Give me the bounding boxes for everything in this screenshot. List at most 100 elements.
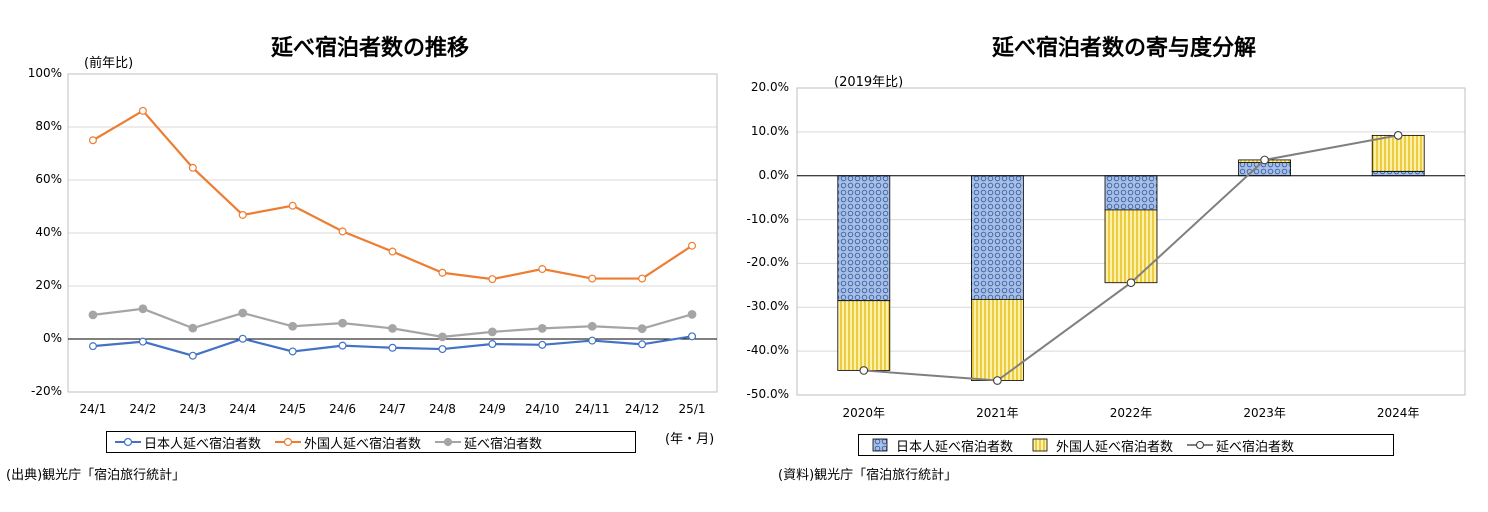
right-legend-item: 延べ宿泊者数 (1187, 436, 1294, 455)
legend-marker (1195, 440, 1205, 450)
right-y-tick-label: -20.0% (746, 255, 789, 270)
right-bar-segment-1 (837, 300, 891, 371)
right-x-tick-label: 2020年 (842, 406, 886, 420)
left-x-tick-label: 24/12 (624, 402, 660, 416)
left-data-point (687, 309, 697, 319)
right-y-tick-label: -10.0% (746, 211, 789, 226)
left-data-point (438, 268, 447, 277)
left-data-point (637, 324, 647, 334)
right-x-tick-label: 2024年 (1376, 406, 1420, 420)
left-data-point (88, 310, 98, 320)
right-legend-item: 外国人延べ宿泊者数 (1027, 436, 1173, 455)
right-bar-segment-1 (1371, 134, 1425, 172)
left-y-tick-label: 20% (35, 278, 62, 292)
right-plot-area (796, 87, 1466, 396)
right-bar-segment-1 (1104, 209, 1158, 284)
left-x-tick-label: 25/1 (678, 402, 706, 416)
right-chart-legend: 日本人延べ宿泊者数 外国人延べ宿泊者数 延べ宿泊者数 (858, 434, 1394, 456)
left-data-point (338, 227, 347, 236)
right-total-point (1126, 278, 1136, 288)
left-x-tick-label: 24/10 (524, 402, 560, 416)
left-data-point (88, 342, 97, 351)
left-chart-title: 延べ宿泊者数の推移 (270, 36, 469, 61)
left-data-point (638, 274, 647, 283)
left-data-point (138, 304, 148, 314)
left-data-point (688, 241, 697, 250)
left-x-tick-label: 24/5 (279, 402, 307, 416)
right-y-tick-label: 10.0% (750, 123, 789, 138)
left-data-point (88, 136, 97, 145)
left-legend-label: 外国人延べ宿泊者数 (304, 436, 422, 452)
left-data-point (288, 201, 297, 210)
left-chart-source: (出典)観光庁「宿泊旅行統計」 (6, 468, 186, 483)
legend-box (1032, 438, 1048, 452)
left-x-tick-label: 24/6 (329, 402, 357, 416)
left-legend-label: 日本人延べ宿泊者数 (144, 436, 262, 452)
legend-marker (283, 437, 293, 447)
left-x-tick-label: 24/2 (129, 402, 157, 416)
right-legend-label: 外国人延べ宿泊者数 (1056, 439, 1174, 455)
left-x-tick-label: 24/1 (79, 402, 107, 416)
left-data-point (537, 324, 547, 333)
left-data-point (538, 265, 547, 274)
right-y-tick-label: 0.0% (758, 167, 790, 182)
left-legend-item: 外国人延べ宿泊者数 (275, 433, 421, 452)
left-legend-item: 延べ宿泊者数 (435, 433, 542, 452)
right-legend-swatch (1187, 440, 1214, 450)
left-y-tick-label: 60% (35, 172, 62, 186)
legend-box (872, 438, 888, 452)
left-data-point (138, 337, 147, 346)
left-data-point (388, 343, 397, 352)
right-bar-segment-0 (1238, 162, 1291, 177)
left-data-point (338, 341, 347, 350)
left-data-point (538, 340, 547, 349)
right-x-tick-label: 2021年 (976, 406, 1019, 420)
left-chart-xlabel: (年・月) (665, 432, 715, 447)
left-line-chart (67, 73, 718, 393)
left-data-point (188, 163, 197, 172)
left-x-tick-label: 24/9 (478, 402, 506, 416)
left-data-point (238, 308, 248, 318)
right-bar-segment-0 (971, 175, 1024, 300)
right-x-tick-label: 2023年 (1243, 406, 1286, 420)
left-data-point (388, 247, 397, 256)
left-data-point (487, 327, 497, 337)
left-data-point (188, 351, 197, 360)
right-total-point (1260, 155, 1269, 165)
left-x-tick-label: 24/3 (179, 402, 207, 416)
left-x-tick-label: 24/4 (229, 402, 257, 416)
left-y-tick-label: 80% (35, 119, 62, 133)
left-chart-ylabel: (前年比) (84, 56, 134, 71)
right-legend-swatch (872, 438, 888, 452)
left-data-point (488, 275, 497, 284)
left-y-tick-label: 0% (42, 331, 62, 345)
left-data-point (288, 321, 298, 331)
left-x-tick-label: 24/8 (428, 402, 456, 416)
right-legend-swatch (1032, 438, 1048, 452)
left-legend-label: 延べ宿泊者数 (464, 436, 543, 452)
left-y-tick-label: 100% (27, 66, 62, 80)
left-data-point (188, 323, 198, 333)
left-legend-item: 日本人延べ宿泊者数 (115, 433, 261, 452)
left-data-point (238, 334, 247, 343)
right-bar-segment-0 (837, 175, 891, 302)
left-data-point (587, 321, 597, 331)
right-legend-item: 日本人延べ宿泊者数 (867, 436, 1013, 455)
left-chart-legend: 日本人延べ宿泊者数 外国人延べ宿泊者数 延べ宿泊者数 (106, 431, 636, 453)
left-data-point (488, 340, 497, 349)
right-chart-source: (資料)観光庁「宿泊旅行統計」 (778, 468, 958, 483)
right-chart-title: 延べ宿泊者数の寄与度分解 (991, 36, 1256, 61)
left-legend-swatch (115, 437, 141, 447)
left-data-point (388, 324, 397, 333)
left-x-tick-label: 24/7 (379, 402, 406, 416)
right-y-tick-label: -30.0% (746, 299, 789, 314)
left-data-point (438, 345, 447, 354)
left-y-tick-label: -20% (30, 384, 62, 398)
right-y-tick-label: 20.0% (750, 80, 789, 94)
right-y-tick-label: -40.0% (746, 343, 789, 358)
right-total-point (993, 376, 1002, 385)
left-data-point (638, 340, 647, 349)
left-data-point (238, 210, 247, 219)
legend-marker (443, 437, 453, 447)
left-x-tick-label: 24/11 (574, 402, 610, 416)
